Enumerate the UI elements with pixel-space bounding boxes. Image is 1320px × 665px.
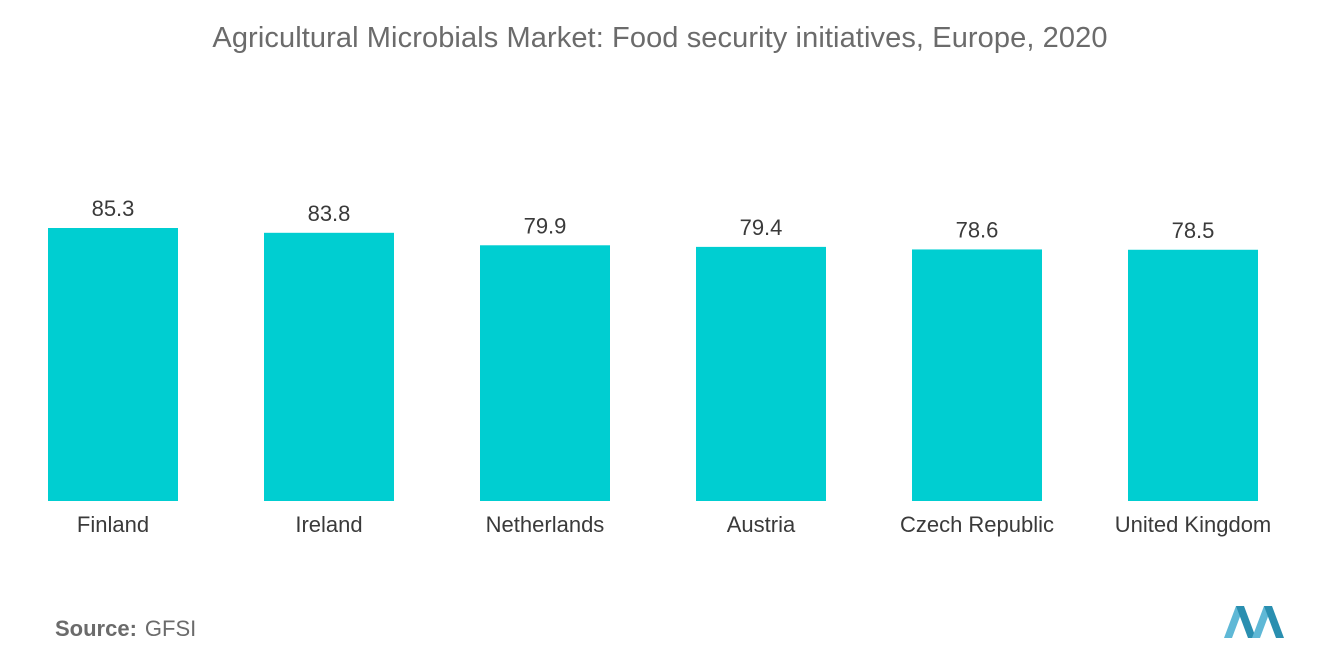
bar-united-kingdom (1128, 249, 1258, 501)
category-labels-group: Finland Ireland Netherlands Austria Czech Re… (77, 512, 1271, 537)
bar-czech-republic (912, 249, 1042, 501)
bar-ireland (264, 232, 394, 501)
value-label: 78.5 (1172, 218, 1215, 243)
bars-group (48, 228, 1258, 501)
source-label: Source: (55, 616, 137, 641)
value-label: 85.3 (92, 196, 135, 221)
category-label: Austria (727, 512, 796, 537)
bar-austria (696, 246, 826, 501)
value-labels-group: 85.3 83.8 79.9 79.4 78.6 78.5 (92, 196, 1215, 243)
value-label: 79.4 (740, 215, 783, 240)
category-label: Ireland (295, 512, 362, 537)
category-label: Czech Republic (900, 512, 1054, 537)
value-label: 83.8 (308, 201, 351, 226)
bar-netherlands (480, 245, 610, 501)
value-label: 78.6 (956, 217, 999, 242)
category-label: Finland (77, 512, 149, 537)
bar-chart: 85.3 83.8 79.9 79.4 78.6 78.5 Finland Ireland N… (48, 196, 1271, 537)
source-value: GFSI (144, 616, 197, 641)
logo-end-stroke (1264, 606, 1284, 638)
category-label: United Kingdom (1115, 512, 1272, 537)
logo-mid-stroke (1236, 606, 1256, 638)
source-note: Source: GFSI (55, 616, 196, 642)
category-label: Netherlands (486, 512, 605, 537)
brand-logo (1224, 606, 1284, 638)
bar-finland (48, 228, 178, 501)
chart-title: Agricultural Microbials Market: Food sec… (212, 22, 1108, 54)
value-label: 79.9 (524, 213, 567, 238)
